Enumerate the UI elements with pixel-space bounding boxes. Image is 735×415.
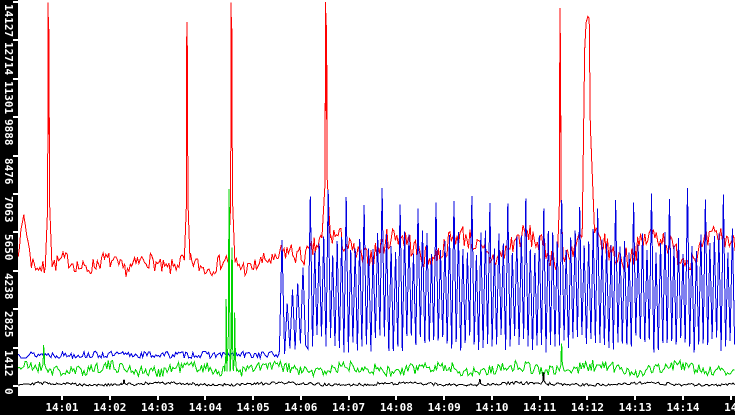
y-axis-tick: [13, 39, 18, 42]
y-axis-tick: [13, 346, 18, 349]
y-axis-label: 14127: [2, 4, 15, 38]
x-axis-label: 14:02: [93, 401, 127, 414]
y-axis: 0 1412 2825 4238 5650 7063 8476 9888 11301 12714 1…: [0, 0, 18, 415]
x-axis-label: 14:13: [618, 401, 652, 414]
y-axis-label: 0: [2, 387, 15, 395]
y-axis-label: 12714: [2, 42, 15, 76]
x-axis-tick: [586, 396, 589, 400]
y-axis-label: 1412: [2, 349, 15, 377]
y-axis-tick: [13, 308, 18, 311]
x-axis-tick: [347, 396, 350, 400]
x-axis-label: 14: [724, 401, 735, 414]
x-axis-tick: [61, 396, 63, 400]
red-series: [18, 1, 735, 277]
y-axis-tick: [13, 1, 18, 3]
x-axis-tick: [299, 396, 302, 400]
y-axis-tick: [13, 384, 18, 387]
x-axis-tick: [395, 396, 398, 400]
x-axis-tick: [108, 396, 111, 400]
y-axis-tick: [13, 269, 18, 272]
y-axis-tick: [13, 154, 18, 157]
y-axis-label: 9888: [2, 119, 15, 146]
x-axis-label: 14:09: [427, 401, 461, 414]
y-axis-tick: [13, 116, 18, 119]
x-axis-label: 14:14: [666, 401, 700, 414]
x-axis-label: 14:10: [475, 401, 509, 414]
y-axis-label: 2825: [2, 311, 15, 338]
x-axis-tick: [729, 396, 732, 400]
y-axis-tick: [13, 231, 18, 234]
x-axis-tick: [538, 396, 541, 400]
x-axis: 14:01 14:02 14:03 14:04 14:05 14:06 14:07 14:08…: [0, 396, 735, 415]
black-series: [18, 371, 735, 387]
y-axis-tick: [13, 193, 18, 195]
x-axis-label: 14:04: [188, 401, 222, 414]
x-axis-tick: [156, 396, 159, 400]
x-axis-label: 14:03: [140, 401, 175, 414]
x-axis-label: 14:07: [332, 401, 366, 414]
x-axis-label: 14:11: [523, 401, 557, 414]
y-axis-label: 8476: [2, 157, 15, 185]
y-axis-label: 7063: [2, 196, 15, 223]
x-axis-tick: [682, 396, 684, 400]
x-axis-label: 14:05: [236, 401, 270, 414]
x-axis-tick: [443, 396, 446, 400]
y-axis-label: 4238: [2, 272, 15, 300]
y-axis-tick: [13, 77, 18, 80]
x-axis-tick: [204, 396, 207, 400]
x-axis-label: 14:01: [45, 401, 79, 414]
y-axis-label: 5650: [2, 234, 15, 261]
x-axis-label: 14:12: [570, 401, 605, 414]
y-axis-label: 11301: [2, 80, 15, 114]
x-axis-tick: [490, 396, 493, 400]
x-axis-tick: [634, 396, 637, 400]
x-axis-tick: [252, 396, 255, 400]
x-axis-label: 14:08: [379, 401, 413, 414]
green-series: [18, 188, 735, 379]
blue-series: [18, 187, 735, 361]
x-axis-label: 14:06: [284, 401, 318, 414]
